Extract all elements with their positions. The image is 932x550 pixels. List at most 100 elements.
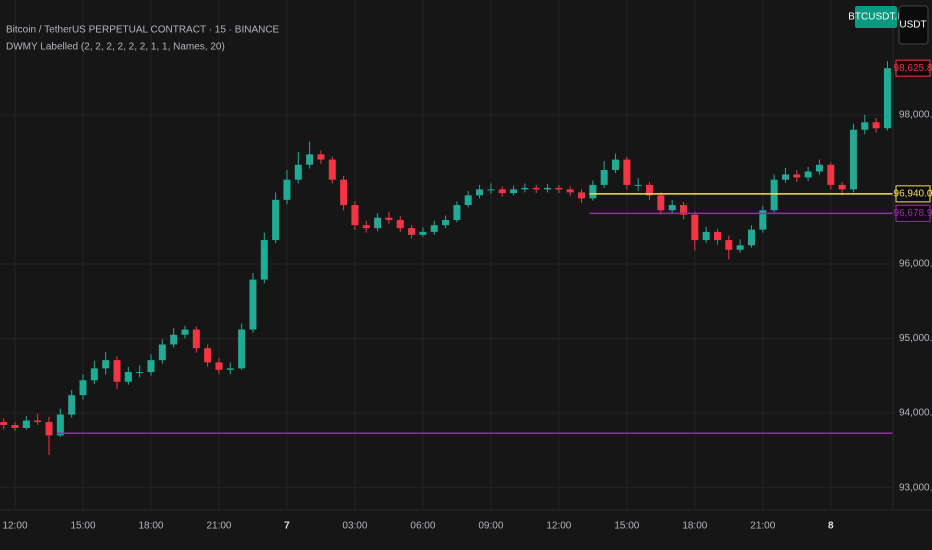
- candle-body: [612, 159, 620, 170]
- candle-body: [521, 187, 529, 190]
- candle-body: [294, 164, 302, 180]
- candle-body: [838, 184, 846, 190]
- candle-body: [589, 184, 597, 199]
- candle-body: [702, 231, 710, 241]
- x-tick-label: 8: [828, 521, 834, 532]
- candle-body: [136, 372, 144, 374]
- x-tick-label: 12:00: [546, 521, 571, 532]
- candle-body: [181, 329, 189, 335]
- candle-body: [90, 368, 98, 381]
- x-tick-label: 12:00: [3, 521, 28, 532]
- candle-body: [340, 179, 348, 206]
- candle-body: [657, 195, 665, 211]
- currency-button[interactable]: [898, 5, 929, 45]
- candle-body: [430, 225, 438, 232]
- candle-body: [192, 329, 200, 349]
- chart-title: Bitcoin / TetherUS PERPETUAL CONTRACT · …: [6, 25, 280, 36]
- candle-body: [770, 179, 778, 211]
- candle-body: [713, 231, 721, 241]
- candle-body: [215, 362, 223, 370]
- candle-body: [158, 344, 166, 361]
- indicator-label: DWMY Labelled (2, 2, 2, 2, 2, 2, 1, 1, N…: [6, 42, 225, 53]
- x-tick-label: 18:00: [138, 521, 163, 532]
- y-tick-label: 94,000.0: [899, 408, 932, 419]
- candle-body: [0, 422, 8, 425]
- x-tick-label: 21:00: [206, 521, 231, 532]
- candle-body: [408, 228, 416, 235]
- candle-body: [804, 171, 812, 178]
- last-price-box: [895, 59, 931, 77]
- candle-body: [736, 245, 744, 250]
- candle-body: [453, 205, 461, 220]
- grid: [0, 0, 893, 510]
- candle-body: [725, 240, 733, 250]
- y-tick-label: 98,000.0: [899, 109, 932, 120]
- symbol-badge[interactable]: [855, 6, 897, 28]
- y-tick-label: 96,000.0: [899, 259, 932, 270]
- candle-body: [872, 122, 880, 129]
- candle-body: [102, 360, 110, 369]
- candle-body: [374, 217, 382, 229]
- candle-body: [306, 154, 314, 165]
- candle-body: [419, 231, 427, 235]
- candle-body: [56, 414, 64, 436]
- candle-body: [532, 187, 540, 190]
- candle-body: [45, 422, 53, 436]
- candle-body: [498, 189, 506, 194]
- x-tick-label: 15:00: [70, 521, 95, 532]
- candle-body: [317, 154, 325, 160]
- candle-body: [362, 225, 370, 229]
- x-tick-label: 15:00: [614, 521, 639, 532]
- candle-body: [22, 420, 30, 428]
- candle-body: [747, 229, 755, 246]
- candle-body: [79, 380, 87, 396]
- x-tick-label: 06:00: [410, 521, 435, 532]
- candle-body: [113, 360, 121, 382]
- candle-body: [566, 189, 574, 193]
- candle-body: [668, 205, 676, 211]
- candle-body: [351, 205, 359, 226]
- candle-body: [442, 219, 450, 226]
- candle-body: [680, 205, 687, 215]
- candle-body: [691, 214, 699, 241]
- plot: [0, 61, 893, 455]
- x-tick-label: 7: [284, 521, 290, 532]
- level-label: 96,678.9: [894, 208, 932, 219]
- candle-body: [34, 420, 42, 423]
- candle-body: [11, 425, 19, 428]
- x-tick-label: 03:00: [342, 521, 367, 532]
- level-label-box: [895, 204, 931, 222]
- candle-body: [283, 179, 291, 200]
- currency-text[interactable]: USDT: [899, 20, 926, 31]
- candle-body: [226, 368, 234, 370]
- candle-body: [68, 395, 76, 415]
- candle-body: [861, 122, 869, 130]
- x-tick-label: 18:00: [682, 521, 707, 532]
- candle-body: [883, 68, 891, 129]
- candle-body: [170, 334, 178, 345]
- level-label: 96,940.0: [894, 189, 932, 200]
- candle-body: [646, 184, 654, 196]
- candle-body: [555, 187, 563, 190]
- candle-body: [464, 195, 472, 206]
- candle-body: [487, 189, 495, 191]
- candle-body: [623, 159, 631, 185]
- candle-body: [249, 279, 257, 330]
- candle-body: [238, 329, 246, 369]
- candle-body: [815, 164, 823, 172]
- candle-body: [827, 164, 835, 185]
- candle-body: [578, 192, 586, 199]
- symbol-text[interactable]: BTCUSDT.P: [848, 12, 904, 23]
- candle-body: [476, 189, 484, 196]
- candle-body: [124, 372, 132, 382]
- candle-body: [759, 210, 767, 230]
- y-tick-label: 95,000.0: [899, 333, 932, 344]
- level-label-box: [895, 185, 931, 203]
- last-price-label: 98,625.8: [894, 63, 932, 74]
- candle-body: [793, 174, 801, 178]
- candle-body: [544, 187, 552, 190]
- candle-body: [510, 189, 518, 194]
- candle-body: [204, 348, 212, 363]
